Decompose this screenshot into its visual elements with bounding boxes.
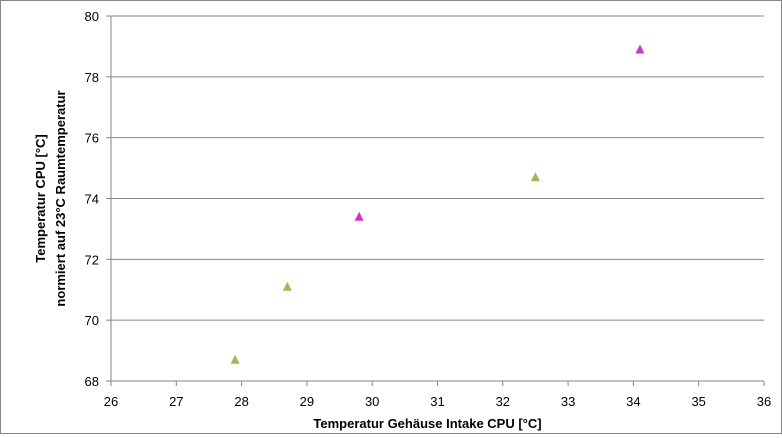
x-tick-label-33: 33 <box>561 394 575 409</box>
x-tick-label-26: 26 <box>104 394 118 409</box>
data-point-s1-3 <box>530 172 540 182</box>
data-point-s1-1 <box>230 354 240 364</box>
y-tick-label-80: 80 <box>85 9 99 24</box>
x-tick-label-29: 29 <box>300 394 314 409</box>
x-tick-label-36: 36 <box>757 394 771 409</box>
x-tick-label-30: 30 <box>365 394 379 409</box>
x-axis-title: Temperatur Gehäuse Intake CPU [°C] <box>313 416 541 431</box>
y-tick-label-68: 68 <box>85 374 99 389</box>
data-point-s2-2 <box>635 44 645 54</box>
x-tick-label-27: 27 <box>169 394 183 409</box>
x-tick-label-34: 34 <box>626 394 640 409</box>
x-tick-label-31: 31 <box>430 394 444 409</box>
y-tick-label-74: 74 <box>85 192 99 207</box>
x-tick-label-35: 35 <box>691 394 705 409</box>
y-axis-title-line2: normiert auf 23°C Raumtemperatur <box>53 90 68 306</box>
data-points <box>230 44 645 364</box>
data-point-s1-2 <box>282 281 292 291</box>
x-tick-label-32: 32 <box>496 394 510 409</box>
y-axis-title-line1: Temperatur CPU [°C] <box>33 134 48 262</box>
y-tick-label-72: 72 <box>85 252 99 267</box>
x-tick-label-28: 28 <box>234 394 248 409</box>
axes <box>106 15 765 386</box>
gridlines <box>111 15 764 382</box>
y-tick-label-70: 70 <box>85 313 99 328</box>
y-tick-label-76: 76 <box>85 131 99 146</box>
tick-labels: 68 70 72 74 76 78 80 26 27 28 29 30 31 32 33 34 35 36 <box>85 9 772 409</box>
data-point-s2-1 <box>354 211 364 221</box>
y-tick-label-78: 78 <box>85 70 99 85</box>
